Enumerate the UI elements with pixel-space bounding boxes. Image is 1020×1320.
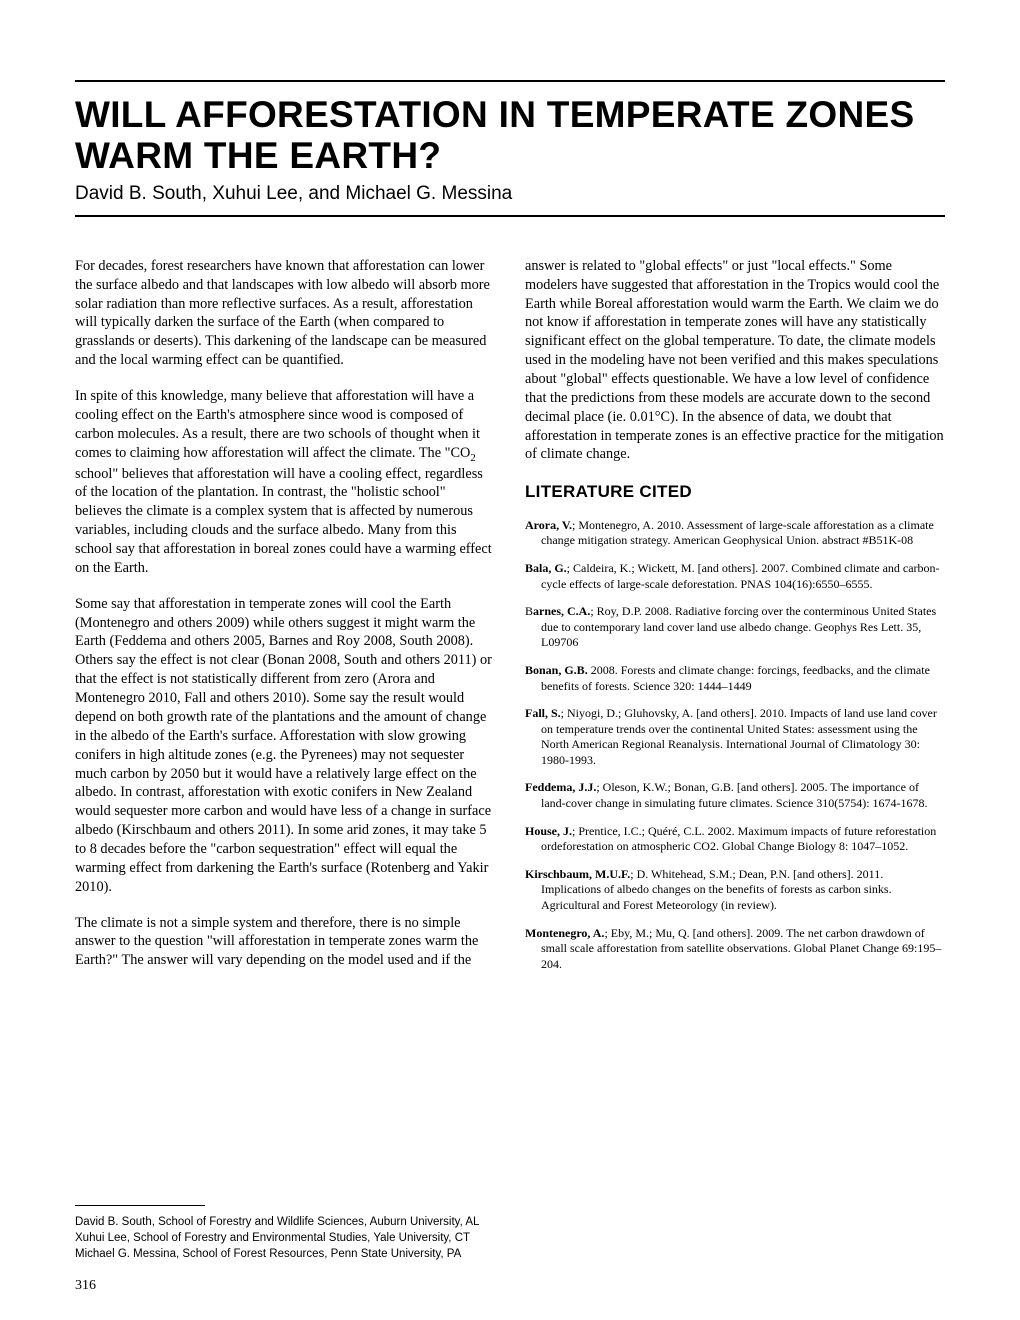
literature-cited-heading: LITERATURE CITED: [525, 481, 945, 503]
paper-title: WILL AFFORESTATION IN TEMPERATE ZONES WA…: [75, 94, 945, 177]
reference-2: Bala, G.; Caldeira, K.; Wickett, M. [and…: [525, 561, 945, 592]
authors-line: David B. South, Xuhui Lee, and Michael G…: [75, 183, 945, 205]
reference-7: House, J.; Prentice, I.C.; Quéré, C.L. 2…: [525, 824, 945, 855]
co2-subscript: 2: [470, 451, 475, 463]
body-content: For decades, forest researchers have kno…: [75, 257, 945, 977]
paragraph-1: For decades, forest researchers have kno…: [75, 257, 495, 370]
reference-5: Fall, S.; Niyogi, D.; Gluhovsky, A. [and…: [525, 706, 945, 768]
paragraph-3: Some say that afforestation in temperate…: [75, 595, 495, 897]
affiliation-3: Michael G. Messina, School of Forest Res…: [75, 1246, 515, 1262]
reference-1: Arora, V.; Montenegro, A. 2010. Assessme…: [525, 518, 945, 549]
paragraph-2: In spite of this knowledge, many believe…: [75, 387, 495, 578]
affiliation-2: Xuhui Lee, School of Forestry and Enviro…: [75, 1230, 515, 1246]
reference-4: Bonan, G.B. 2008. Forests and climate ch…: [525, 663, 945, 694]
affiliations-footer: David B. South, School of Forestry and W…: [75, 1205, 515, 1262]
title-section: WILL AFFORESTATION IN TEMPERATE ZONES WA…: [75, 80, 945, 217]
reference-6: Feddema, J.J.; Oleson, K.W.; Bonan, G.B.…: [525, 780, 945, 811]
page-number: 316: [75, 1278, 96, 1294]
footer-divider: [75, 1205, 205, 1206]
reference-3: Barnes, C.A.; Roy, D.P. 2008. Radiative …: [525, 604, 945, 651]
affiliation-1: David B. South, School of Forestry and W…: [75, 1214, 515, 1230]
reference-8: Kirschbaum, M.U.F.; D. Whitehead, S.M.; …: [525, 867, 945, 914]
reference-9: Montenegro, A.; Eby, M.; Mu, Q. [and oth…: [525, 926, 945, 973]
